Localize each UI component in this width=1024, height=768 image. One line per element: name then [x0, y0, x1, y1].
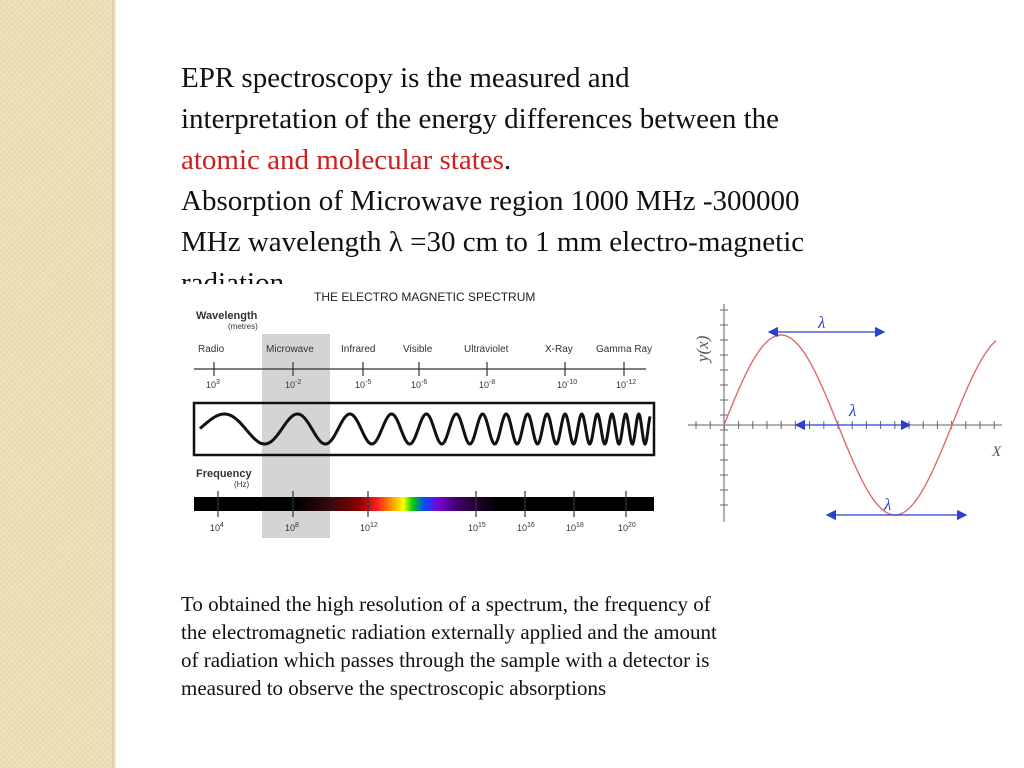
region-label-radio: Radio — [198, 344, 225, 355]
frequency-tick-label: 108 — [285, 522, 299, 533]
tick-exponent: -8 — [489, 379, 495, 386]
tick-base: 10 — [618, 523, 628, 533]
tick-exponent: -6 — [421, 379, 427, 386]
tick-base: 10 — [210, 523, 220, 533]
wavelength-tick-label: 10-5 — [355, 379, 371, 390]
x-axis-label: X — [991, 444, 1002, 460]
tick-exponent: -10 — [567, 379, 577, 386]
tick-exponent: 16 — [527, 522, 535, 529]
tick-base: 10 — [206, 380, 216, 390]
tick-exponent: -5 — [365, 379, 371, 386]
main-text-line: radiation — [181, 263, 941, 284]
tick-exponent: 18 — [576, 522, 584, 529]
tick-base: 10 — [355, 380, 365, 390]
bottom-text-line: measured to observe the spectroscopic ab… — [181, 676, 607, 700]
region-label-infrared: Infrared — [341, 344, 375, 355]
frequency-tick-label: 1020 — [618, 522, 636, 533]
tick-exponent: 8 — [295, 522, 299, 529]
frequency-color-bar — [194, 497, 654, 511]
tick-base: 10 — [360, 523, 370, 533]
main-text-line: Absorption of Microwave region 1000 MHz … — [181, 181, 941, 222]
sine-wave-figure: λ λ λ y(x) X — [684, 296, 1014, 528]
spectrum-title: THE ELECTRO MAGNETIC SPECTRUM — [314, 290, 535, 304]
frequency-tick-label: 1015 — [468, 522, 486, 533]
text-run: MHz wavelength λ =30 cm to 1 mm electro-… — [181, 226, 805, 258]
bottom-text-line: To obtained the high resolution of a spe… — [181, 592, 711, 616]
wavelength-unit: (metres) — [228, 322, 258, 331]
frequency-tick-label: 104 — [210, 522, 224, 533]
side-band-edge — [112, 0, 116, 768]
wavelength-label: Wavelength — [196, 310, 258, 322]
decorative-side-band — [0, 0, 112, 768]
tick-base: 10 — [517, 523, 527, 533]
sine-wave — [723, 334, 997, 516]
text-run: EPR spectroscopy is the measured and — [181, 62, 630, 94]
tick-base: 10 — [468, 523, 478, 533]
region-label-microwave: Microwave — [266, 344, 314, 355]
tick-base: 10 — [557, 380, 567, 390]
tick-base: 10 — [566, 523, 576, 533]
spectrum-wave — [198, 412, 652, 447]
tick-base: 10 — [285, 380, 295, 390]
frequency-tick-label: 1012 — [360, 522, 378, 533]
tick-base: 10 — [616, 380, 626, 390]
wavelength-tick-label: 103 — [206, 379, 220, 390]
wave-box — [192, 401, 656, 457]
wavelength-tick-label: 10-6 — [411, 379, 427, 390]
lambda-label-top: λ — [817, 313, 825, 332]
wavelength-tick-label: 10-2 — [285, 379, 301, 390]
tick-exponent: 3 — [216, 379, 220, 386]
tick-exponent: 12 — [370, 522, 378, 529]
main-text-line: EPR spectroscopy is the measured and — [181, 58, 941, 99]
wavelength-tick-label: 10-8 — [479, 379, 495, 390]
text-run: Absorption of Microwave region 1000 MHz … — [181, 185, 800, 217]
lambda-label-bottom: λ — [883, 495, 891, 514]
main-text-line: atomic and molecular states. — [181, 140, 941, 181]
tick-exponent: 4 — [220, 522, 224, 529]
tick-exponent: -12 — [626, 379, 636, 386]
highlighted-phrase: atomic and molecular states — [181, 144, 504, 176]
region-label-gamma-ray: Gamma Ray — [596, 344, 652, 355]
text-run: radiation — [181, 267, 285, 284]
wavelength-tick-label: 10-10 — [557, 379, 577, 390]
wavelength-tick-label: 10-12 — [616, 379, 636, 390]
bottom-paragraph: To obtained the high resolution of a spe… — [181, 590, 921, 702]
region-label-ultraviolet: Ultraviolet — [464, 344, 509, 355]
frequency-unit: (Hz) — [234, 480, 249, 489]
region-label-x-ray: X-Ray — [545, 344, 573, 355]
frequency-tick-label: 1018 — [566, 522, 584, 533]
main-paragraph: EPR spectroscopy is the measured and int… — [181, 58, 941, 284]
text-run: interpretation of the energy differences… — [181, 103, 779, 135]
bottom-text-line: the electromagnetic radiation externally… — [181, 620, 717, 644]
tick-exponent: 15 — [478, 522, 486, 529]
tick-base: 10 — [479, 380, 489, 390]
main-text-line: interpretation of the energy differences… — [181, 99, 941, 140]
tick-exponent: -2 — [295, 379, 301, 386]
tick-exponent: 20 — [628, 522, 636, 529]
frequency-tick-label: 1016 — [517, 522, 535, 533]
tick-base: 10 — [411, 380, 421, 390]
main-text-line: MHz wavelength λ =30 cm to 1 mm electro-… — [181, 222, 941, 263]
tick-base: 10 — [285, 523, 295, 533]
electromagnetic-spectrum-figure: THE ELECTRO MAGNETIC SPECTRUM Wavelength… — [176, 284, 666, 584]
text-run: . — [503, 144, 512, 176]
y-axis-label: y(x) — [693, 335, 712, 364]
bottom-text-line: of radiation which passes through the sa… — [181, 648, 710, 672]
region-label-visible: Visible — [403, 344, 433, 355]
lambda-label-middle: λ — [848, 401, 856, 420]
frequency-label: Frequency — [196, 468, 253, 480]
